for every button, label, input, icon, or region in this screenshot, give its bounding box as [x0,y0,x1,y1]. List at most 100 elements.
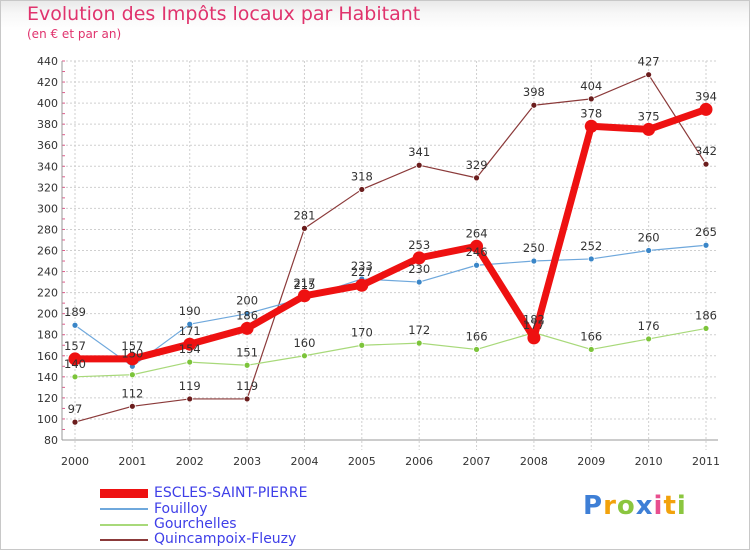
x-tick-label: 2007 [463,455,491,468]
y-tick-label: 240 [37,266,58,279]
data-label: 177 [523,318,545,332]
data-point [68,352,82,366]
data-point [530,101,538,109]
data-label: 375 [638,109,660,123]
data-label: 246 [466,245,488,259]
x-tick-label: 2004 [290,455,318,468]
data-label: 172 [408,323,430,337]
data-label: 250 [523,241,545,255]
data-point [128,402,136,410]
data-point [527,331,541,345]
legend-line-gourchelles [100,524,148,526]
y-tick-label: 260 [37,245,58,258]
y-tick-label: 400 [37,97,58,110]
data-label: 160 [293,336,315,350]
data-point [415,161,423,169]
y-tick-label: 340 [37,160,58,173]
data-point [645,71,653,79]
data-point [645,247,653,254]
x-tick-label: 2009 [577,455,605,468]
logo-letter: t [663,491,677,521]
series-line [71,105,710,363]
data-label: 171 [179,324,201,338]
logo-letter: P [583,491,604,521]
data-label: 427 [638,55,660,69]
data-label: 182 [523,313,545,327]
data-point [186,395,194,403]
data-label: 166 [580,329,602,343]
data-label: 154 [179,342,201,356]
data-label: 230 [408,262,430,276]
x-tick-label: 2008 [520,455,548,468]
chart-title: Evolution des Impôts locaux par Habitant [27,3,421,25]
data-label: 157 [64,339,86,353]
y-tick-label: 120 [37,392,58,405]
data-label: 342 [695,144,717,158]
data-label: 119 [236,379,258,393]
data-label: 97 [68,402,83,416]
data-label: 215 [293,278,315,292]
legend-line-escles [100,489,148,498]
data-label: 190 [179,304,201,318]
chart-plot: 80 100 120 140 160 180 200 220 240 260 280 300 320 34… [37,55,720,468]
data-label: 233 [351,259,373,273]
proxiti-logo: Proxiti [583,491,687,521]
legend-label-fouilloy: Fouilloy [154,501,208,517]
data-point [71,418,79,426]
y-tick-label: 300 [37,202,58,215]
data-label: 217 [293,276,315,290]
data-point [470,239,484,253]
data-label: 176 [638,319,660,333]
y-tick-label: 440 [37,55,58,68]
data-point [702,325,710,332]
y-tick-label: 320 [37,181,58,194]
x-tick-label: 2010 [635,455,663,468]
data-label: 186 [695,308,717,322]
series-line [74,74,707,423]
logo-letter: o [616,491,636,521]
data-label: 157 [121,339,143,353]
data-label: 329 [466,158,488,172]
y-tick-label: 220 [37,287,58,300]
data-point [243,310,251,318]
x-tick-label: 2003 [233,455,261,468]
legend-label-escles: ESCLES-SAINT-PIERRE [154,485,308,501]
y-tick-label: 180 [37,329,58,342]
data-label: 170 [351,325,373,339]
data-label: 394 [695,89,717,103]
series-line [74,327,707,378]
logo-letter: r [603,491,617,521]
data-label: 281 [293,208,315,222]
data-label: 341 [408,145,430,159]
data-point [530,257,538,265]
data-point [186,358,194,366]
series-line [74,244,707,367]
data-label: 189 [64,305,86,319]
data-point [297,289,311,303]
data-point [415,339,423,347]
data-label: 398 [523,85,545,99]
logo-letter: x [635,491,654,521]
chart-subtitle: (en € et par an) [27,27,122,41]
data-point [240,321,254,335]
legend-label-quincampoix: Quincampoix-Fleuzy [154,531,297,547]
y-tick-label: 200 [37,308,58,321]
data-point [243,361,251,369]
data-label: 151 [236,345,258,359]
data-point [473,346,480,353]
data-point [243,395,251,403]
data-point [473,261,480,269]
x-tick-label: 2002 [176,455,204,468]
data-point [587,346,595,353]
x-tick-label: 2006 [405,455,433,468]
data-label: 166 [466,329,488,343]
data-label: 227 [351,265,373,279]
data-point [358,341,366,349]
data-point [645,335,653,343]
data-point [415,278,423,286]
data-label: 112 [121,386,143,400]
data-point [128,371,136,379]
data-label: 150 [121,346,143,360]
y-tick-label: 280 [37,223,58,236]
data-label: 252 [580,239,602,253]
